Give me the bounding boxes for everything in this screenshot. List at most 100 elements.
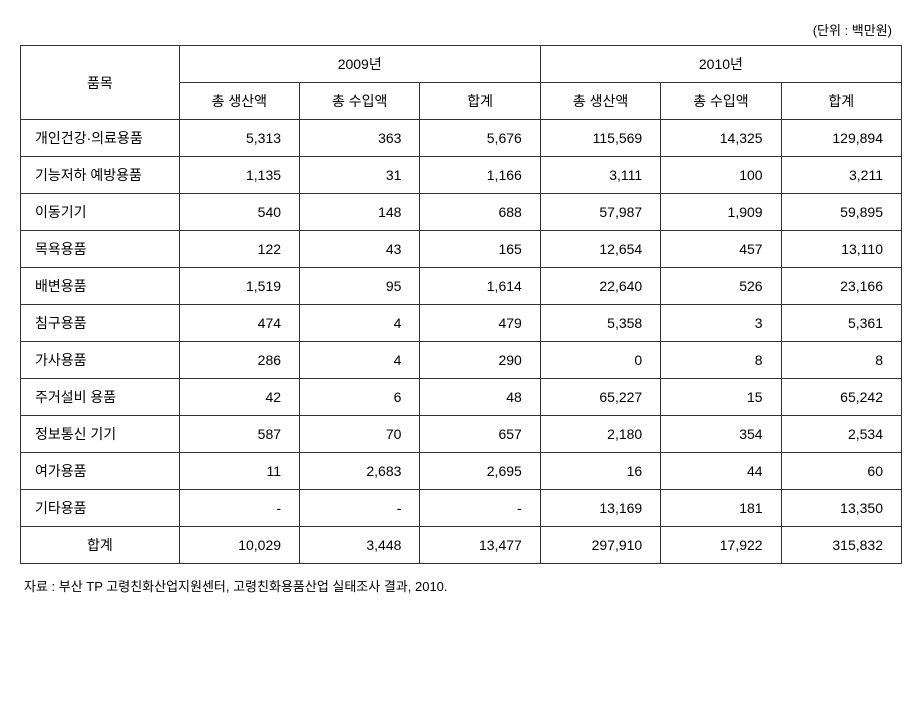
num-cell: 42 (179, 379, 299, 416)
num-cell: - (179, 490, 299, 527)
item-cell: 정보통신 기기 (21, 416, 180, 453)
num-cell: 688 (420, 194, 540, 231)
num-cell: 4 (300, 305, 420, 342)
num-cell: 12,654 (540, 231, 660, 268)
num-cell: 4 (300, 342, 420, 379)
num-cell: 540 (179, 194, 299, 231)
header-y2-prod: 총 생산액 (540, 83, 660, 120)
num-cell: 6 (300, 379, 420, 416)
num-cell: 14,325 (661, 120, 781, 157)
table-row: 침구용품47444795,35835,361 (21, 305, 902, 342)
data-table: 품목 2009년 2010년 총 생산액 총 수입액 합계 총 생산액 총 수입… (20, 45, 902, 564)
item-cell: 개인건강·의료용품 (21, 120, 180, 157)
table-row: 배변용품1,519951,61422,64052623,166 (21, 268, 902, 305)
num-cell: 474 (179, 305, 299, 342)
num-cell: 13,350 (781, 490, 901, 527)
header-year2: 2010년 (540, 46, 901, 83)
header-year1: 2009년 (179, 46, 540, 83)
num-cell: 59,895 (781, 194, 901, 231)
table-row: 목욕용품1224316512,65445713,110 (21, 231, 902, 268)
header-y2-import: 총 수입액 (661, 83, 781, 120)
num-cell: 70 (300, 416, 420, 453)
num-cell: 5,313 (179, 120, 299, 157)
num-cell: 122 (179, 231, 299, 268)
num-cell: 8 (781, 342, 901, 379)
num-cell: 8 (661, 342, 781, 379)
table-row: 여가용품112,6832,695164460 (21, 453, 902, 490)
num-cell: 1,166 (420, 157, 540, 194)
num-cell: 286 (179, 342, 299, 379)
table-row: 가사용품2864290088 (21, 342, 902, 379)
num-cell: 15 (661, 379, 781, 416)
num-cell: 44 (661, 453, 781, 490)
num-cell: 23,166 (781, 268, 901, 305)
num-cell: 60 (781, 453, 901, 490)
num-cell: 2,683 (300, 453, 420, 490)
item-cell: 기능저하 예방용품 (21, 157, 180, 194)
num-cell: 22,640 (540, 268, 660, 305)
table-total-row: 합계10,0293,44813,477297,91017,922315,832 (21, 527, 902, 564)
table-row: 이동기기54014868857,9871,90959,895 (21, 194, 902, 231)
item-cell: 가사용품 (21, 342, 180, 379)
header-item: 품목 (21, 46, 180, 120)
num-cell: 1,614 (420, 268, 540, 305)
table-row: 주거설비 용품4264865,2271565,242 (21, 379, 902, 416)
num-cell: 1,519 (179, 268, 299, 305)
num-cell: 587 (179, 416, 299, 453)
num-cell: 165 (420, 231, 540, 268)
num-cell: 479 (420, 305, 540, 342)
num-cell: - (420, 490, 540, 527)
item-cell: 주거설비 용품 (21, 379, 180, 416)
num-cell: 290 (420, 342, 540, 379)
num-cell: 354 (661, 416, 781, 453)
num-cell: 95 (300, 268, 420, 305)
num-cell: 16 (540, 453, 660, 490)
num-cell: 526 (661, 268, 781, 305)
header-y1-prod: 총 생산액 (179, 83, 299, 120)
table-header: 품목 2009년 2010년 총 생산액 총 수입액 합계 총 생산액 총 수입… (21, 46, 902, 120)
header-y1-import: 총 수입액 (300, 83, 420, 120)
num-cell: 129,894 (781, 120, 901, 157)
num-cell: 2,534 (781, 416, 901, 453)
num-cell: 315,832 (781, 527, 901, 564)
header-y1-total: 합계 (420, 83, 540, 120)
unit-label: (단위 : 백만원) (20, 20, 902, 39)
num-cell: 3,111 (540, 157, 660, 194)
num-cell: 457 (661, 231, 781, 268)
num-cell: 148 (300, 194, 420, 231)
item-cell: 배변용품 (21, 268, 180, 305)
num-cell: 2,695 (420, 453, 540, 490)
num-cell: 2,180 (540, 416, 660, 453)
num-cell: 0 (540, 342, 660, 379)
num-cell: 5,358 (540, 305, 660, 342)
num-cell: 17,922 (661, 527, 781, 564)
num-cell: 43 (300, 231, 420, 268)
num-cell: 13,110 (781, 231, 901, 268)
num-cell: 5,676 (420, 120, 540, 157)
num-cell: 657 (420, 416, 540, 453)
num-cell: 13,477 (420, 527, 540, 564)
num-cell: 48 (420, 379, 540, 416)
num-cell: 3,211 (781, 157, 901, 194)
table-row: 기능저하 예방용품1,135311,1663,1111003,211 (21, 157, 902, 194)
item-cell: 침구용품 (21, 305, 180, 342)
num-cell: 65,227 (540, 379, 660, 416)
num-cell: 57,987 (540, 194, 660, 231)
num-cell: 65,242 (781, 379, 901, 416)
num-cell: - (300, 490, 420, 527)
num-cell: 1,909 (661, 194, 781, 231)
num-cell: 1,135 (179, 157, 299, 194)
table-row: 정보통신 기기587706572,1803542,534 (21, 416, 902, 453)
num-cell: 363 (300, 120, 420, 157)
num-cell: 11 (179, 453, 299, 490)
num-cell: 10,029 (179, 527, 299, 564)
item-cell: 여가용품 (21, 453, 180, 490)
num-cell: 297,910 (540, 527, 660, 564)
num-cell: 100 (661, 157, 781, 194)
table-row: 개인건강·의료용품5,3133635,676115,56914,325129,8… (21, 120, 902, 157)
table-body: 개인건강·의료용품5,3133635,676115,56914,325129,8… (21, 120, 902, 564)
item-cell: 기타용품 (21, 490, 180, 527)
item-cell: 목욕용품 (21, 231, 180, 268)
total-label-cell: 합계 (21, 527, 180, 564)
num-cell: 181 (661, 490, 781, 527)
